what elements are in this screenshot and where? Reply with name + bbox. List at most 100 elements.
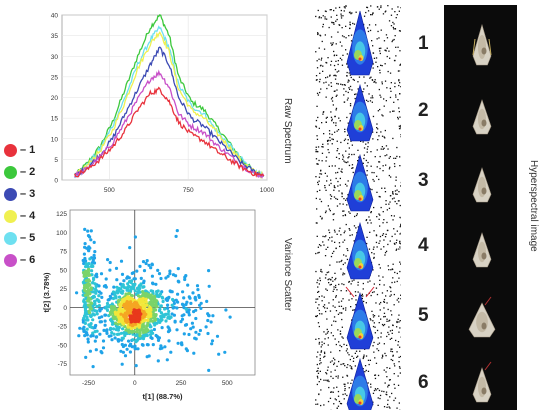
scatter-point	[173, 319, 177, 323]
moth-specimen	[472, 361, 492, 403]
scatter-point	[159, 311, 163, 315]
scatter-point	[150, 303, 154, 307]
scatter-point	[123, 343, 127, 347]
scatter-point	[85, 327, 89, 331]
y-tick-label: 0	[63, 305, 67, 312]
scatter-point	[125, 302, 129, 306]
scatter-point	[105, 308, 110, 312]
scatter-point	[87, 249, 91, 253]
scatter-point	[109, 296, 113, 300]
scatter-point	[191, 291, 195, 295]
scatter-point	[132, 277, 136, 281]
legend-label: – 6	[20, 254, 36, 266]
scatter-point	[91, 258, 95, 262]
scatter-point	[147, 354, 151, 358]
scatter-point	[125, 288, 129, 292]
scatter-point	[190, 321, 194, 325]
scatter-point	[117, 286, 121, 290]
y-tick-label: 35	[51, 33, 59, 40]
scatter-point	[155, 290, 159, 294]
y-tick-label: -25	[58, 324, 68, 331]
scatter-point	[179, 320, 183, 324]
y-tick-label: 15	[51, 116, 59, 123]
scatter-point	[89, 301, 93, 305]
scatter-point	[120, 336, 124, 340]
scatter-point	[110, 331, 114, 335]
scatter-point	[83, 321, 87, 325]
scatter-point	[101, 339, 106, 343]
scatter-point	[223, 350, 227, 354]
scatter-point	[162, 315, 166, 319]
scatter-point	[127, 276, 131, 280]
scatter-point	[141, 323, 145, 327]
scatter-point	[204, 325, 208, 329]
scatter-point	[196, 288, 200, 292]
scatter-point	[150, 274, 154, 278]
scatter-point	[171, 273, 176, 277]
series-line	[74, 86, 265, 178]
legend-label: – 4	[20, 210, 36, 222]
scatter-point	[88, 306, 92, 310]
scatter-point	[224, 308, 228, 312]
scatter-point	[103, 323, 107, 327]
scatter-point	[164, 276, 168, 280]
scatter-point	[83, 334, 87, 338]
x-tick-label: 1000	[260, 187, 275, 194]
scatter-point	[108, 260, 112, 265]
scatter-point	[97, 294, 101, 298]
scatter-point	[175, 328, 179, 332]
scatter-point	[166, 330, 171, 334]
scatter-point	[120, 362, 124, 366]
scatter-point	[85, 315, 89, 319]
scatter-point	[86, 262, 90, 267]
scatter-point	[184, 302, 188, 307]
x-tick-label: 0	[133, 380, 137, 387]
scatter-point	[99, 272, 104, 276]
scatter-point	[199, 306, 203, 310]
scatter-point	[84, 355, 88, 359]
scatter-point	[175, 306, 179, 310]
scatter-point	[111, 296, 116, 301]
moth-specimen	[472, 99, 492, 135]
scatter-point	[141, 260, 146, 264]
scatter-point	[83, 288, 87, 292]
scatter-point	[121, 327, 125, 331]
scatter-point	[192, 310, 196, 314]
scatter-point	[157, 309, 162, 313]
scatter-point	[176, 300, 180, 304]
scatter-point	[133, 289, 137, 293]
scatter-point	[126, 339, 131, 343]
scatter-point	[90, 325, 94, 329]
scatter-point	[109, 334, 113, 338]
scatter-point	[161, 299, 165, 304]
scatter-point	[88, 246, 92, 250]
scatter-point	[195, 284, 200, 288]
scatter-point	[133, 308, 137, 312]
scatter-point	[102, 328, 106, 332]
scatter-point	[206, 318, 210, 323]
scatter-point	[183, 277, 187, 282]
scatter-point	[97, 304, 101, 308]
scatter-point	[151, 281, 155, 285]
scatter-point	[99, 350, 103, 354]
scatter-point	[210, 339, 215, 343]
legend-label: – 3	[20, 188, 36, 200]
y-tick-label: 125	[56, 211, 67, 218]
scatter-point	[109, 326, 113, 330]
scatter-point	[112, 332, 116, 336]
scatter-point	[89, 229, 93, 233]
scatter-point	[136, 347, 140, 351]
scatter-point	[171, 297, 175, 302]
scatter-point	[123, 305, 127, 309]
scatter-point	[95, 312, 99, 316]
scatter-point	[87, 289, 91, 293]
scatter-point	[211, 314, 215, 318]
scatter-point	[198, 328, 202, 333]
sample-number: 6	[418, 372, 429, 393]
y-tick-label: 50	[60, 267, 68, 274]
scatter-point	[82, 325, 86, 329]
scatter-point	[91, 331, 95, 335]
scatter-point	[169, 350, 173, 354]
legend-color-dot	[4, 187, 17, 201]
scatter-point	[150, 319, 155, 323]
